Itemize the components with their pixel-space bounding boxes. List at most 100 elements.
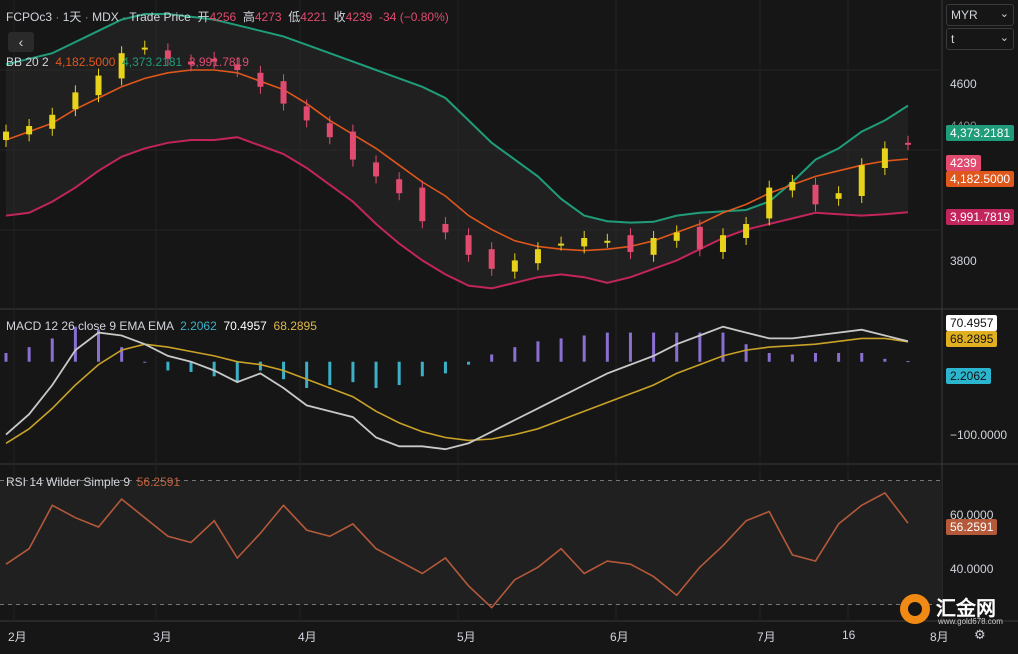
rsi-legend[interactable]: RSI 14 Wilder Simple 9 56.2591 [6,475,180,489]
macd-histogram-bar [628,332,632,362]
candle-body [812,184,819,205]
candle-body [49,114,56,129]
candle-body [743,224,750,238]
brand-url: www.gold678.com [938,617,1003,626]
high-value: 4273 [254,10,282,24]
candle-body [373,162,380,177]
macd-histogram-bar [443,361,447,374]
time-label: 3月 [153,630,172,644]
macd-histogram-bar [50,338,54,362]
bb-label: BB 20 2 [6,55,49,69]
time-label: 8月 [930,630,949,644]
candle-body [419,187,426,222]
macd-histogram-bar [860,352,864,362]
gear-icon[interactable]: ⚙ [974,627,986,642]
macd-histogram-bar [837,352,841,362]
macd-histogram-bar [166,361,170,371]
candle-body [511,260,518,272]
candle-body [789,182,796,191]
rsi-label: RSI 14 Wilder Simple 9 [6,475,131,489]
logo-icon-inner [908,602,922,616]
open-value: 4256 [209,10,237,24]
close-label: 收 [333,10,346,24]
time-label: 7月 [757,630,776,644]
macd-hist-badge: 2.2062 [946,368,991,384]
macd-hist-value: 2.2062 [180,319,217,333]
macd-histogram-bar [212,361,216,377]
candle-body [164,50,171,59]
macd-legend[interactable]: MACD 12 26 close 9 EMA EMA 2.2062 70.495… [6,319,317,333]
candle-body [280,81,287,104]
macd-histogram-bar [120,347,124,362]
candle-body [141,47,148,50]
macd-histogram-bar [513,347,517,362]
macd-histogram-bar [490,354,494,362]
candle-body [650,238,657,255]
low-label: 低 [288,10,301,24]
candle-body [835,193,842,199]
bb-legend[interactable]: BB 20 2 4,182.5000 4,373.2181 3,991.7819 [6,55,249,69]
macd-histogram-bar [698,332,702,362]
price-type-label: Trade Price [129,10,191,24]
rsi-badge: 56.2591 [946,519,998,535]
price-tick: 4600 [950,77,977,91]
macd-histogram-bar [143,361,147,363]
macd-tick: −100.0000 [950,428,1008,442]
rsi-line [5,491,909,609]
candle-body [349,131,356,160]
close-value: 4239 [345,10,373,24]
candle-body [465,235,472,255]
candle-body [234,64,241,70]
header-legend: FCPOc3 · 1天 · MDX · Trade Price 开4256 高4… [6,10,449,24]
macd-histogram-bar [27,347,31,362]
macd-histogram-bar [605,332,609,362]
macd-signal-value: 68.2895 [273,319,317,333]
rsi-value: 56.2591 [136,475,181,489]
macd-histogram-bar [559,338,563,362]
high-label: 高 [242,10,255,24]
chevron-down-icon: ⌄ [999,32,1009,44]
symbol-label[interactable]: FCPOc3 [6,10,53,24]
candle-body [26,126,33,135]
candle-body [905,142,911,145]
macd-line-badge: 70.4957 [946,315,998,331]
bb-upper-badge: 4,373.2181 [946,125,1015,141]
macd-histogram-bar [420,361,424,377]
macd-histogram-bar [813,352,817,362]
unit-select[interactable]: t ⌄ [946,28,1014,50]
candle-body [673,232,680,241]
candle-body [719,235,726,252]
macd-histogram-bar [97,329,101,362]
brand-name: 汇金网 [936,598,996,620]
bb-basis-value: 4,182.5000 [55,55,116,69]
macd-histogram-bar [305,361,309,388]
candle-body [95,75,102,96]
macd-histogram-bar [536,341,540,362]
candle-body [396,179,403,194]
candle-body [211,58,218,62]
brand-logo: 汇金网 www.gold678.com [896,592,1018,628]
candle-body [303,106,310,121]
macd-histogram-bar [767,352,771,362]
candle-body [257,72,264,87]
interval-label[interactable]: 1天 [62,10,82,24]
bb-lower-badge: 3,991.7819 [946,209,1015,225]
currency-select[interactable]: MYR ⌄ [946,4,1014,26]
bb-upper-line [5,13,909,224]
candle-body [696,226,703,250]
bb-lower-value: 3,991.7819 [188,55,249,69]
candle-body [188,61,195,65]
collapse-button[interactable]: ‹ [8,32,34,52]
candle-body [558,243,565,246]
currency-value: MYR [951,8,978,22]
unit-value: t [951,32,955,46]
rsi-tick: 60.0000 [950,508,994,522]
time-label: 16 [842,628,856,642]
macd-histogram-bar [189,361,193,372]
macd-histogram-bar [652,332,656,362]
candle-body [766,187,773,219]
macd-label: MACD 12 26 close 9 EMA EMA [6,319,174,333]
macd-histogram-bar [582,335,586,362]
